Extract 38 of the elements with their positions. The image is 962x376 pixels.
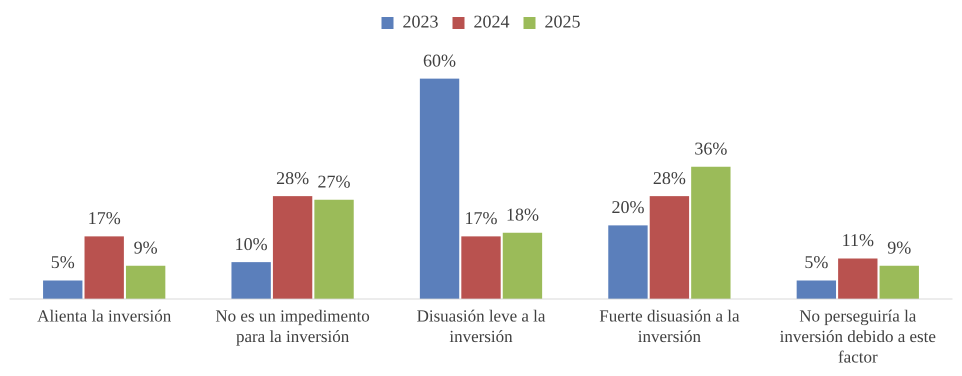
data-label: 27% bbox=[318, 171, 351, 192]
data-label: 5% bbox=[50, 252, 75, 272]
bar bbox=[838, 258, 878, 299]
bar bbox=[880, 266, 919, 299]
legend-label: 2025 bbox=[544, 12, 580, 32]
data-label: 9% bbox=[887, 238, 912, 258]
x-tick-label: Alienta la inversión bbox=[37, 306, 172, 326]
bar bbox=[231, 262, 271, 299]
x-tick-label: No es un impedimento para la inversión bbox=[215, 306, 370, 346]
x-tick-label: No perseguiría la inversión debido a este factor bbox=[780, 306, 936, 366]
bar bbox=[314, 200, 354, 299]
x-tick-label: Disuasión leve a la inversión bbox=[416, 306, 546, 346]
data-label: 5% bbox=[804, 252, 828, 272]
bar bbox=[420, 78, 460, 299]
data-label: 36% bbox=[694, 138, 728, 158]
data-label: 10% bbox=[234, 234, 268, 254]
bar bbox=[796, 280, 836, 299]
data-label: 60% bbox=[423, 50, 456, 70]
legend-label: 2024 bbox=[474, 12, 510, 32]
data-label: 17% bbox=[88, 208, 121, 228]
data-label: 28% bbox=[652, 168, 686, 188]
bar bbox=[126, 266, 166, 299]
bar bbox=[272, 196, 312, 299]
data-label: 28% bbox=[276, 168, 310, 188]
legend-label: 2023 bbox=[402, 12, 438, 32]
bar bbox=[43, 280, 82, 299]
x-tick-label: Fuerte disuasión a la inversión bbox=[599, 306, 740, 346]
data-label: 17% bbox=[464, 208, 498, 228]
bar bbox=[461, 236, 501, 299]
bar bbox=[691, 166, 731, 299]
data-label: 18% bbox=[506, 204, 539, 224]
bar bbox=[84, 236, 124, 299]
data-label: 11% bbox=[842, 230, 874, 250]
data-label: 20% bbox=[611, 197, 644, 218]
bar bbox=[608, 225, 648, 299]
bar bbox=[502, 232, 542, 299]
data-label: 9% bbox=[134, 238, 158, 258]
bar bbox=[650, 196, 690, 299]
